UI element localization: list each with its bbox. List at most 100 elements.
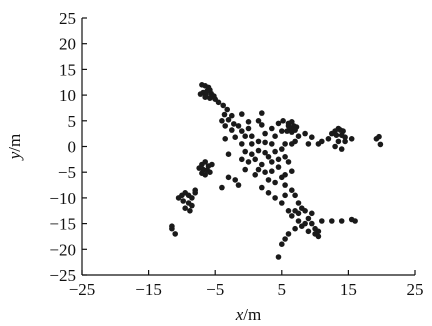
data-point: [265, 177, 272, 183]
y-axis-label-var: y: [5, 151, 24, 161]
y-tick-label: 5: [68, 112, 77, 131]
data-point: [207, 169, 213, 175]
data-point: [259, 122, 265, 128]
data-point: [202, 94, 208, 100]
x-tick-label: 5: [278, 280, 287, 299]
data-point: [245, 159, 252, 165]
data-point: [249, 151, 255, 157]
x-axis-label-unit: /m: [243, 305, 261, 324]
data-point: [282, 141, 288, 147]
data-point: [282, 154, 288, 160]
data-point: [289, 129, 295, 135]
data-point: [305, 141, 312, 147]
data-point: [235, 182, 242, 188]
data-point: [292, 138, 298, 145]
data-point: [207, 95, 213, 101]
data-point: [239, 156, 245, 163]
data-point: [197, 91, 204, 97]
data-point: [262, 139, 268, 146]
data-point: [289, 187, 295, 193]
tick-marks: [81, 17, 416, 276]
data-point: [189, 195, 195, 201]
data-point: [269, 159, 275, 165]
data-point: [219, 118, 225, 124]
data-point: [377, 141, 384, 148]
data-point: [282, 192, 288, 199]
data-point: [292, 225, 298, 232]
data-point: [225, 151, 232, 157]
data-point: [262, 149, 268, 156]
data-point: [192, 190, 198, 196]
data-point: [221, 111, 228, 118]
data-point: [242, 148, 248, 155]
data-point: [309, 134, 315, 140]
data-point: [169, 223, 175, 229]
x-tick-label: −15: [135, 280, 162, 299]
data-point: [338, 146, 345, 152]
data-point: [285, 231, 292, 237]
data-points: [169, 82, 384, 260]
data-point: [342, 134, 348, 140]
data-point: [269, 125, 275, 132]
y-tick-label: 25: [59, 9, 76, 28]
data-point: [199, 170, 205, 176]
data-point: [338, 218, 345, 224]
data-point: [255, 166, 262, 173]
x-axis-label: x/m: [235, 305, 262, 324]
data-point: [224, 106, 230, 113]
y-tick-label: −25: [49, 266, 76, 285]
y-axis-label: y/m: [5, 134, 24, 162]
data-point: [222, 136, 228, 142]
x-tick-label: −5: [206, 280, 224, 299]
data-point: [348, 136, 355, 142]
data-point: [289, 213, 295, 219]
data-point: [275, 120, 282, 127]
data-point: [209, 161, 215, 168]
data-point: [182, 205, 188, 211]
y-tick-label: 10: [59, 86, 76, 105]
data-point: [259, 110, 265, 116]
y-tick-label: −15: [49, 215, 76, 234]
data-point: [280, 118, 286, 124]
data-point: [289, 168, 295, 174]
data-point: [222, 123, 228, 129]
data-point: [262, 130, 268, 137]
data-point: [225, 117, 232, 123]
data-point: [189, 202, 195, 209]
data-point: [279, 200, 285, 206]
data-point: [295, 210, 302, 217]
data-point: [255, 138, 262, 145]
data-point: [319, 138, 325, 145]
x-tick-label: −25: [69, 280, 96, 299]
data-point: [242, 133, 248, 139]
data-point: [279, 174, 285, 181]
data-point: [272, 133, 278, 139]
data-point: [309, 220, 315, 227]
data-point: [275, 164, 282, 170]
data-point: [285, 208, 292, 214]
data-point: [275, 156, 282, 163]
data-point: [279, 241, 285, 247]
data-point: [180, 198, 186, 204]
data-point: [309, 210, 315, 217]
data-point: [175, 195, 182, 201]
y-tick-label: −20: [49, 240, 76, 259]
data-point: [302, 208, 308, 214]
data-point: [187, 208, 193, 214]
data-point: [239, 128, 245, 134]
y-tick-label: −5: [58, 163, 76, 182]
data-point: [295, 200, 302, 206]
data-point: [220, 102, 226, 109]
data-point: [232, 134, 238, 140]
data-point: [245, 119, 252, 125]
data-point: [299, 223, 305, 229]
data-point: [342, 138, 348, 145]
data-point: [249, 141, 255, 147]
data-point: [295, 133, 302, 139]
x-axis-label-var: x: [235, 305, 244, 324]
data-point: [305, 228, 312, 235]
data-point: [282, 236, 288, 242]
data-point: [265, 190, 272, 196]
